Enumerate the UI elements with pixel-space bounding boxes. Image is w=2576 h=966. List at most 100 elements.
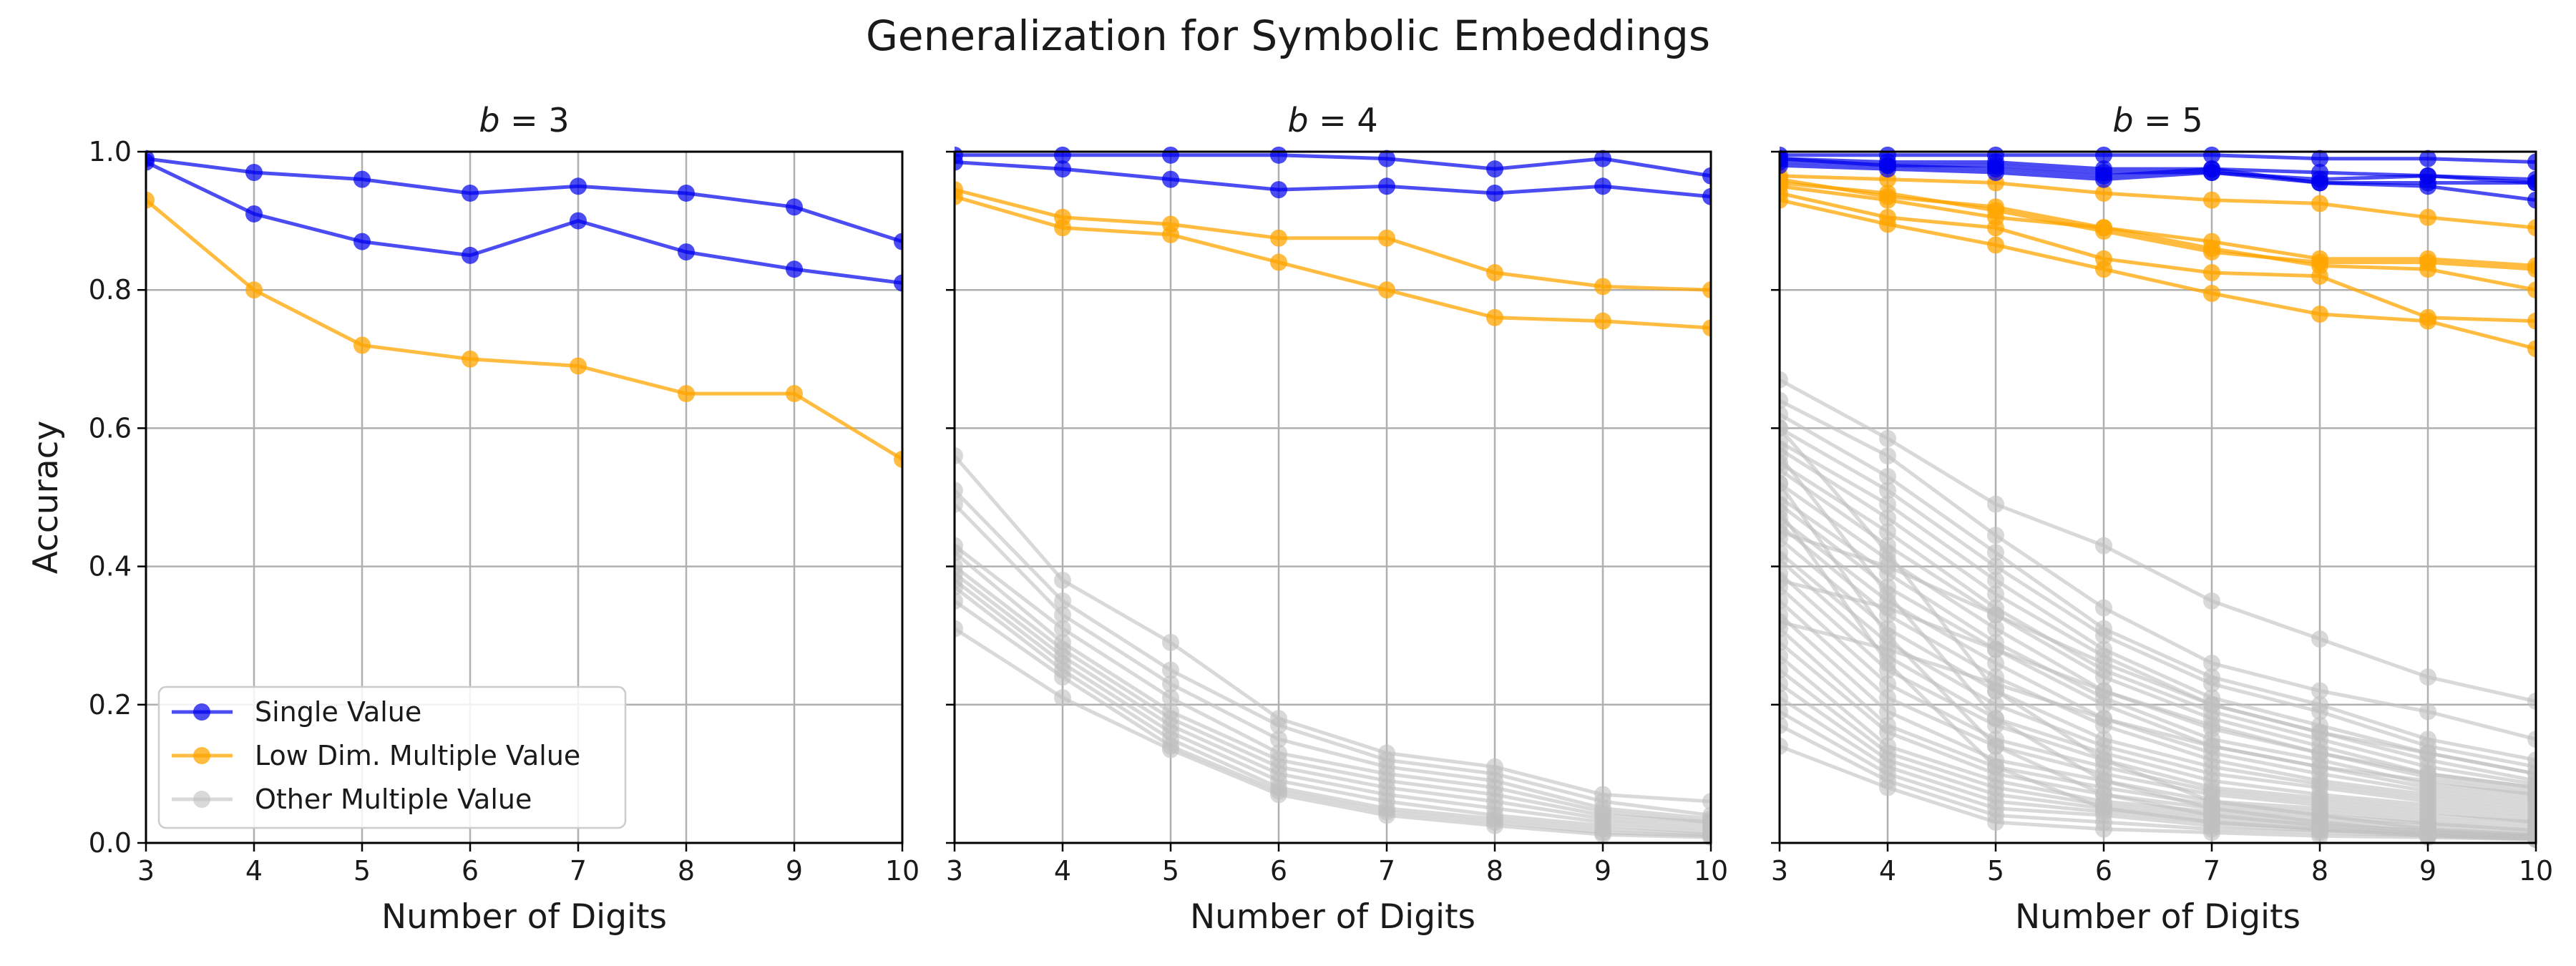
data-point <box>1987 571 2004 589</box>
data-point <box>2419 208 2436 226</box>
data-point <box>2203 716 2220 734</box>
data-point <box>146 191 155 209</box>
data-point <box>2419 312 2436 330</box>
data-point <box>1987 640 2004 658</box>
data-point <box>1162 633 1179 651</box>
data-point <box>1879 482 1896 499</box>
data-point <box>2527 340 2536 358</box>
data-point <box>2095 260 2112 278</box>
data-point <box>1879 585 1896 603</box>
data-point <box>2311 744 2328 762</box>
x-tick-label: 5 <box>1987 855 2004 887</box>
data-point <box>1879 509 1896 527</box>
data-point <box>570 212 587 230</box>
x-tick-label: 9 <box>786 855 803 887</box>
x-tick-label: 4 <box>1879 855 1896 887</box>
data-point <box>1780 716 1788 734</box>
data-point <box>2419 260 2436 278</box>
y-tick-label: 0.4 <box>89 551 132 582</box>
data-point <box>1270 253 1287 271</box>
data-point <box>2311 758 2328 776</box>
data-point <box>2311 723 2328 741</box>
data-point <box>353 233 371 250</box>
series-line <box>1780 530 2536 776</box>
data-point <box>1879 599 1896 617</box>
data-point <box>2527 312 2536 330</box>
data-point <box>2095 799 2112 817</box>
series-group <box>955 146 1711 847</box>
data-point <box>1780 474 1788 492</box>
data-point <box>1702 793 1711 811</box>
series-line <box>955 187 1711 292</box>
data-point <box>1987 814 2004 831</box>
data-point <box>1702 167 1711 185</box>
x-tick-label: 10 <box>1694 855 1728 887</box>
panel-1: 3 4 5 6 7 8 9 10 0.0 0.2 0.4 0.6 0.8 1.0 b = 3 Number o… <box>26 101 919 937</box>
data-point <box>2203 737 2220 755</box>
legend-marker <box>193 703 210 721</box>
series-line <box>1780 181 2536 271</box>
series-line <box>955 585 1711 836</box>
data-point <box>1270 716 1287 734</box>
data-point <box>1270 181 1287 199</box>
data-point <box>2095 627 2112 645</box>
data-point <box>1879 160 1896 178</box>
data-point <box>1486 816 1503 834</box>
legend-label: Other Multiple Value <box>255 784 532 815</box>
data-point <box>1987 675 2004 693</box>
data-point <box>1879 447 1896 465</box>
data-point <box>1780 447 1788 465</box>
data-point <box>2095 786 2112 804</box>
data-point <box>1879 468 1896 486</box>
data-point <box>2095 696 2112 713</box>
x-axis-label: Number of Digits <box>2015 897 2301 937</box>
x-tick-label: 7 <box>570 855 587 887</box>
x-tick-label: 3 <box>137 855 155 887</box>
data-point <box>786 198 803 216</box>
data-point <box>1879 215 1896 233</box>
data-point <box>2311 630 2328 648</box>
data-point <box>1987 544 2004 562</box>
legend: Single Value Low Dim. Multiple Value Other… <box>157 686 627 829</box>
legend-marker <box>193 747 210 764</box>
data-point <box>2095 184 2112 202</box>
data-point <box>1987 236 2004 254</box>
data-point <box>955 578 963 596</box>
data-point <box>1780 406 1788 424</box>
data-point <box>1054 571 1071 589</box>
data-point <box>1702 829 1711 847</box>
series-line <box>955 599 1711 838</box>
series-line <box>1780 426 2536 769</box>
x-axis-label: Number of Digits <box>1190 897 1475 937</box>
data-point <box>1780 191 1788 209</box>
data-point <box>1879 495 1896 513</box>
data-point <box>1879 689 1896 707</box>
data-point <box>1594 826 1611 844</box>
x-tick-label: 4 <box>245 855 263 887</box>
series-line <box>1780 640 2536 833</box>
data-point <box>2095 820 2112 838</box>
x-tick-label: 6 <box>1270 855 1287 887</box>
series-line <box>1780 378 2536 703</box>
data-point <box>1987 606 2004 624</box>
series-line <box>955 627 1711 839</box>
data-point <box>1378 806 1395 824</box>
data-point <box>2419 827 2436 845</box>
series-line <box>146 198 902 462</box>
data-point <box>2311 195 2328 213</box>
data-point <box>955 495 963 513</box>
data-point <box>2095 654 2112 672</box>
x-tick-label: 3 <box>1771 855 1788 887</box>
data-point <box>1987 527 2004 545</box>
data-point <box>1270 731 1287 748</box>
data-point <box>678 184 695 202</box>
y-tick-label: 0.8 <box>89 274 132 306</box>
panel-title-eq: = 3 <box>500 101 570 140</box>
data-point <box>2527 174 2536 192</box>
x-tick-label: 9 <box>1594 855 1611 887</box>
x-tick-label: 8 <box>1486 855 1503 887</box>
data-point <box>894 233 902 250</box>
data-point <box>1780 633 1788 651</box>
data-point <box>1780 371 1788 389</box>
data-point <box>1054 668 1071 686</box>
